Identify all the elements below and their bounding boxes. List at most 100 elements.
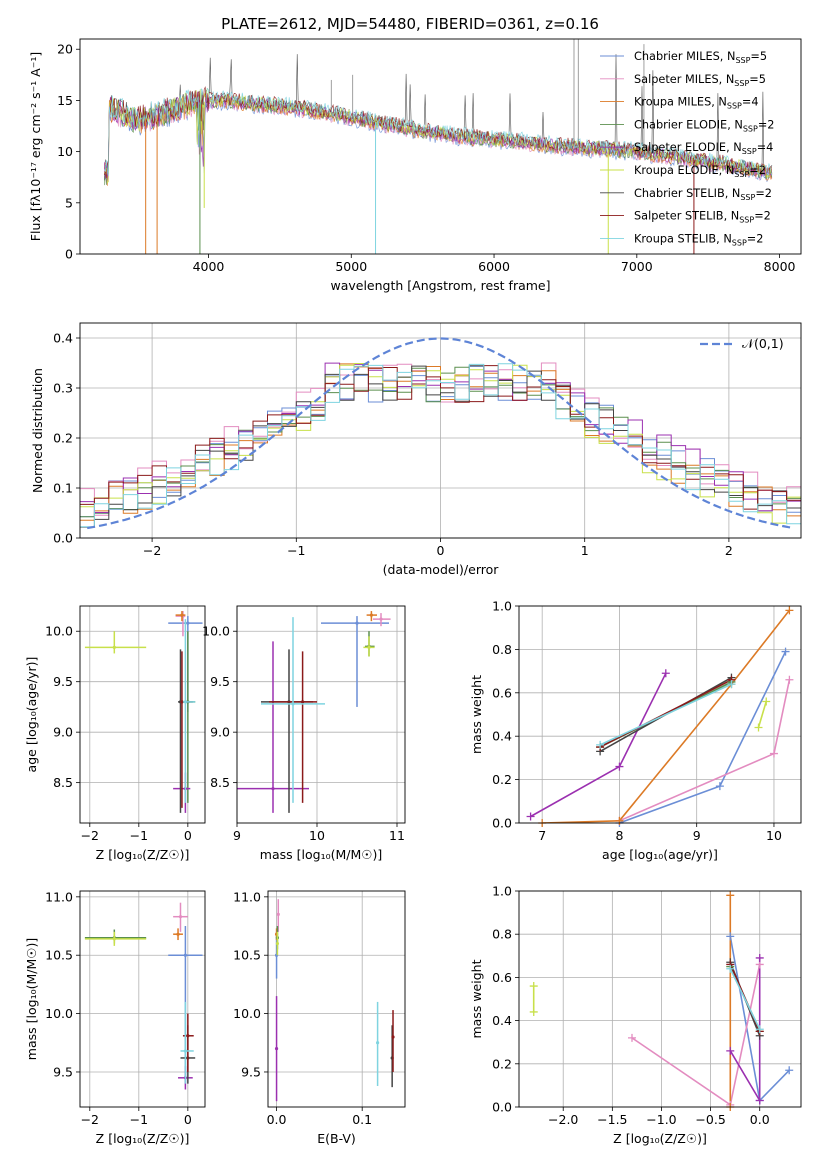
axes-frame [79, 605, 206, 824]
x-tick-label: 8 [615, 828, 623, 843]
plus-marker [781, 647, 790, 656]
legend-model-name: Salpeter ELODIE [634, 141, 726, 154]
data-point [276, 912, 280, 916]
weight-line [631, 964, 761, 1107]
plus-marker [661, 669, 670, 678]
y-axis-label: Normed distribution [30, 368, 45, 493]
x-tick-label: −1.0 [646, 1112, 676, 1127]
y-axis-label: age [log₁₀(age/yr)] [24, 657, 39, 773]
legend-nssp: =2 [758, 118, 775, 131]
y-tick-label: 20 [57, 42, 73, 57]
y-axis-label: mass weight [469, 959, 484, 1038]
data-point [275, 941, 280, 946]
y-tick-label: 9.0 [53, 725, 73, 740]
x-tick-label: 8000 [764, 259, 796, 274]
y-tick-label: 8.5 [210, 775, 230, 790]
y-axis-label: mass weight [469, 675, 484, 754]
spectrum-line [104, 86, 773, 179]
legend-sub: SSP [735, 56, 750, 65]
x-tick-label: −2 [81, 1112, 99, 1127]
panel-mass-vs-z: −2 −1 0 9.5 10.0 10.5 11.0 Z [log₁₀(Z/Z☉)] mass … [24, 889, 206, 1146]
weight-line [757, 701, 767, 728]
data-point [180, 700, 184, 704]
data-point [183, 700, 187, 704]
legend-entry: Kroupa ELODIE, NSSP=2 [634, 164, 766, 179]
y-axis-label: mass [log₁₀(M/M☉)] [24, 938, 39, 1060]
x-tick-label: 0.0 [750, 1112, 770, 1127]
plus-marker [769, 749, 778, 758]
legend-sub: SSP [740, 193, 755, 202]
plus-marker [726, 1046, 735, 1055]
plus-marker [529, 1007, 538, 1016]
x-axis-label: E(B-V) [317, 1131, 356, 1146]
y-tick-label: 0.2 [53, 431, 73, 446]
legend-sep: , N [724, 210, 740, 223]
y-tick-label: 5 [65, 195, 73, 210]
legend-entry: 𝒩(0,1) [742, 336, 784, 351]
y-tick-label: 15 [57, 93, 73, 108]
legend-nssp: =2 [755, 187, 772, 200]
data-point [186, 1034, 190, 1038]
x-tick-label: −2 [143, 543, 161, 558]
x-tick-label: 0.0 [267, 1112, 287, 1127]
legend-nssp: =2 [754, 210, 771, 223]
x-axis-label: wavelength [Angstrom, rest frame] [330, 278, 550, 293]
y-tick-label: 0.4 [53, 331, 73, 346]
y-tick-label: 0.8 [492, 642, 512, 657]
histogram-step [80, 363, 801, 528]
plus-marker [727, 680, 736, 689]
y-tick-label: 0.0 [53, 531, 73, 546]
data-point [180, 613, 184, 617]
gaussian-curve [87, 337, 792, 530]
plus-marker [529, 982, 538, 991]
legend-sep: , N [716, 232, 732, 245]
legend-sep: , N [727, 118, 743, 131]
data-point [291, 702, 295, 706]
plus-marker [755, 1096, 764, 1105]
plus-marker [627, 1033, 636, 1042]
y-tick-label: 10.0 [202, 624, 230, 639]
legend-entry: Salpeter MILES, NSSP=5 [634, 73, 766, 88]
legend-model-name: Kroupa MILES [634, 96, 711, 109]
y-tick-label: 0.2 [492, 772, 512, 787]
weight-line [599, 679, 732, 748]
x-tick-label: 9 [233, 828, 241, 843]
legend-model-name: Kroupa STELIB [634, 232, 716, 245]
axes-frame [518, 605, 802, 824]
legend-sub: SSP [734, 79, 749, 88]
y-tick-label: 10.0 [233, 1006, 261, 1021]
y-tick-label: 11.0 [45, 889, 73, 904]
x-tick-label: 10 [766, 828, 782, 843]
legend-entry: Kroupa STELIB, NSSP=2 [634, 232, 763, 247]
x-tick-label: 9 [693, 828, 701, 843]
legend-sep: , N [720, 50, 736, 63]
plus-marker [755, 953, 764, 962]
y-tick-label: 10.5 [45, 948, 73, 963]
legend-sub: SSP [732, 238, 747, 247]
histogram-step [80, 363, 801, 524]
y-tick-label: 0 [65, 247, 73, 262]
x-tick-label: 2 [725, 543, 733, 558]
plot-area [80, 337, 801, 530]
legend-model-name: Chabrier MILES [634, 50, 720, 63]
y-tick-label: 9.5 [241, 1064, 261, 1079]
plus-marker [715, 782, 724, 791]
y-tick-label: 9.5 [53, 1064, 73, 1079]
plus-marker [615, 816, 624, 825]
axes-frame [79, 38, 802, 255]
legend-sep: , N [719, 73, 735, 86]
data-point [274, 1047, 279, 1051]
plus-marker [615, 762, 624, 771]
data-point [112, 937, 116, 941]
y-tick-label: 0.4 [492, 729, 512, 744]
legend-sub: SSP [743, 124, 758, 133]
y-tick-label: 9.5 [53, 674, 73, 689]
y-tick-label: 0.0 [492, 1100, 512, 1115]
plot-area [530, 609, 791, 823]
plus-marker [726, 964, 735, 973]
panel-residuals: −2 −1 0 1 2 0.0 0.1 0.2 0.3 0.4 (data-model)/error… [30, 322, 802, 577]
plus-marker [785, 606, 794, 615]
data-point [379, 617, 383, 621]
